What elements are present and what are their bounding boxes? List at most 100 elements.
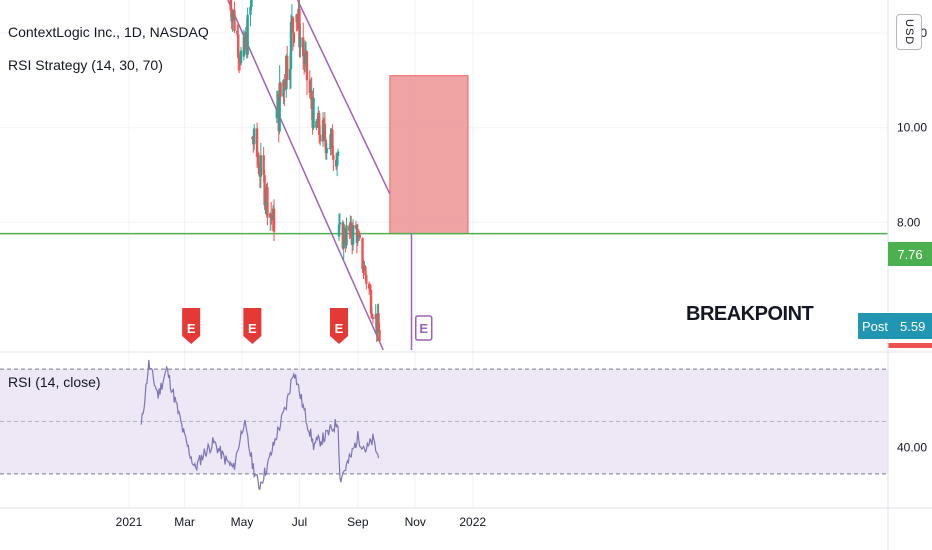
- candle-body: [336, 151, 340, 156]
- candle-body: [259, 155, 263, 177]
- time-axis-label: Jul: [292, 515, 307, 529]
- post-market-line: [888, 343, 932, 348]
- candle-body: [246, 14, 249, 55]
- candle-body: [329, 134, 332, 149]
- candle-body: [289, 21, 293, 70]
- candle-body: [308, 80, 312, 93]
- candle-body: [263, 175, 266, 206]
- candle-body: [305, 51, 309, 81]
- candle-body: [356, 233, 360, 242]
- candle-body: [324, 139, 328, 154]
- earnings-marker: [415, 315, 433, 341]
- candle-body: [272, 208, 276, 232]
- candle-body: [279, 82, 282, 97]
- earnings-marker: [243, 308, 262, 344]
- candle-body: [296, 22, 299, 24]
- price-axis-label: 10.00: [897, 121, 927, 135]
- candle-body: [275, 109, 279, 119]
- candle-body: [266, 187, 269, 218]
- earnings-marker-label: E: [248, 321, 257, 336]
- candle-body: [239, 50, 243, 64]
- candle-body: [292, 32, 295, 43]
- candle-body: [367, 283, 371, 289]
- earnings-marker: [329, 308, 348, 344]
- strategy-label[interactable]: RSI Strategy (14, 30, 70): [8, 57, 163, 73]
- candle-body: [325, 148, 328, 154]
- candle-body: [337, 224, 341, 237]
- rsi-indicator-label[interactable]: RSI (14, close): [8, 374, 101, 390]
- candle-body: [255, 128, 259, 157]
- candle-body: [322, 120, 326, 124]
- candle-body: [251, 137, 254, 139]
- breakpoint-annotation[interactable]: BREAKPOINT: [686, 303, 814, 325]
- candle-body: [286, 55, 289, 80]
- candle-body: [377, 313, 380, 330]
- candle-body: [368, 288, 372, 290]
- candle-body: [343, 228, 346, 242]
- candle-body: [312, 97, 315, 128]
- time-axis-label: Nov: [405, 515, 426, 529]
- candle-body: [378, 329, 381, 342]
- candle-body: [369, 289, 373, 314]
- candle-body: [318, 113, 321, 135]
- candle-body: [338, 222, 342, 225]
- candle-body: [256, 156, 260, 163]
- candle-body: [310, 90, 313, 110]
- post-market-label: Post: [862, 318, 889, 334]
- currency-button[interactable]: USD: [896, 14, 922, 50]
- earnings-marker-label: E: [187, 321, 196, 336]
- time-axis-label: Sep: [347, 515, 369, 529]
- candle-body: [249, 6, 252, 15]
- candle-body: [354, 225, 358, 229]
- candle-body: [331, 129, 334, 156]
- candle-body: [229, 0, 232, 11]
- candle-body: [357, 233, 360, 235]
- candle-body: [358, 234, 361, 239]
- rsi-line: [140, 359, 380, 490]
- time-axis-label: Mar: [174, 515, 195, 529]
- target-box: [389, 75, 469, 235]
- candle-body: [299, 37, 302, 48]
- candle-body: [298, 8, 301, 48]
- rsi-axis-label: 40.00: [897, 441, 927, 455]
- candle-body: [283, 80, 286, 90]
- candle-body: [370, 313, 374, 318]
- earnings-marker: [182, 308, 201, 344]
- candle-body: [237, 34, 240, 58]
- candle-body: [262, 155, 265, 176]
- time-axis-label: 2021: [116, 515, 143, 529]
- candle-body: [318, 134, 322, 142]
- candle-body: [250, 0, 253, 7]
- price-axis-label: 8.00: [897, 215, 921, 229]
- candle-body: [269, 213, 273, 217]
- candle-body: [253, 128, 256, 145]
- candle-body: [321, 120, 325, 142]
- candle-body: [323, 123, 327, 140]
- earnings-marker-label: E: [335, 321, 344, 336]
- candle-body: [284, 89, 287, 91]
- candle-body: [257, 162, 261, 175]
- candle-body: [351, 225, 355, 245]
- trendline-upper: [296, 0, 391, 195]
- candle-body: [278, 82, 281, 132]
- chart-title: ContextLogic Inc., 1D, NASDAQ: [8, 24, 209, 40]
- candle-body: [264, 202, 267, 206]
- candle-body: [288, 69, 292, 80]
- candle-body: [231, 14, 234, 22]
- candle-body: [335, 155, 339, 167]
- current-price-tag: 7.76: [888, 242, 932, 266]
- candle-body: [371, 317, 375, 320]
- candle-body: [328, 148, 331, 150]
- candle-body: [365, 275, 368, 284]
- candle-body: [345, 225, 348, 246]
- candle-body: [237, 57, 241, 61]
- candle-body: [332, 155, 335, 160]
- candle-body: [350, 222, 353, 239]
- candle-body: [295, 14, 298, 23]
- trendline-lower: [227, 0, 384, 351]
- candle-body: [364, 266, 367, 276]
- post-market-price-tag: Post 5.59: [858, 313, 932, 339]
- candle-body: [291, 17, 295, 33]
- candle-body: [303, 54, 307, 64]
